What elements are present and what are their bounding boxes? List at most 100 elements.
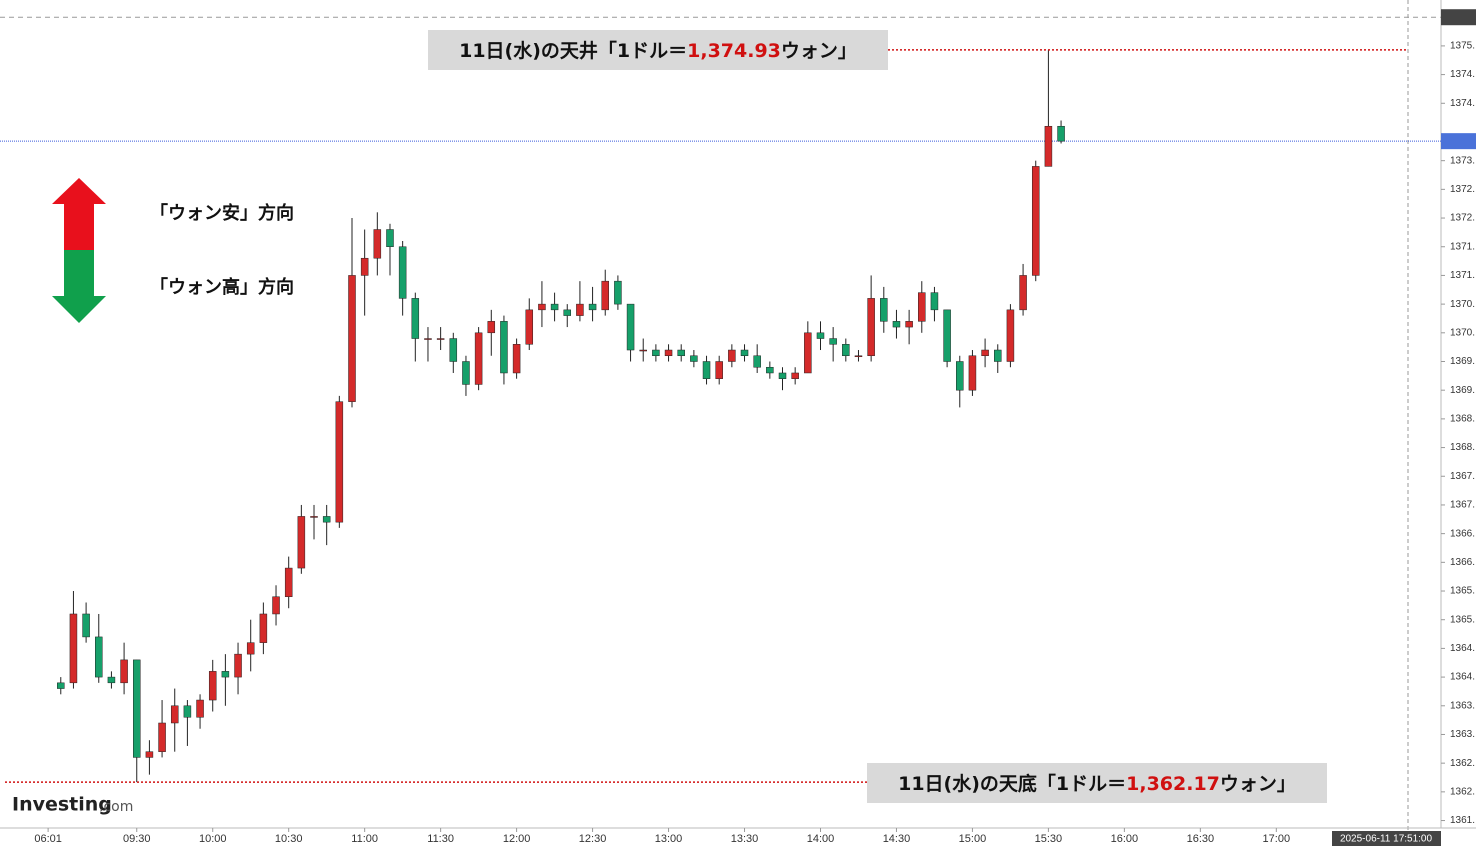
candle-body bbox=[639, 349, 647, 352]
annotation-text-before: 11日(水)の天底「1ドル＝ bbox=[898, 772, 1126, 795]
annotation-text-after: ウォン」 bbox=[1220, 773, 1296, 795]
logo: Investing .com bbox=[12, 794, 133, 816]
candle-body bbox=[563, 309, 572, 316]
y-tick-label: 1370. bbox=[1450, 299, 1475, 310]
y-tick-label: 1375. bbox=[1450, 41, 1475, 52]
y-tick-label: 1369. bbox=[1450, 385, 1475, 396]
x-tick-label: 06:01 bbox=[34, 833, 62, 845]
x-tick-label: 14:00 bbox=[807, 833, 835, 845]
x-tick-label: 10:30 bbox=[275, 833, 303, 845]
candle-body bbox=[918, 292, 926, 322]
y-tick-label: 1366. bbox=[1450, 528, 1475, 539]
candle-body bbox=[981, 349, 989, 357]
candle-body bbox=[728, 349, 736, 362]
candle-body bbox=[652, 349, 660, 357]
candle-body bbox=[360, 257, 369, 276]
annotation-value-label: 1,374.93 bbox=[687, 40, 781, 62]
candle-body bbox=[449, 338, 458, 362]
candle-body bbox=[348, 275, 356, 402]
candle-body bbox=[538, 303, 546, 311]
annotation-text: 11日(水)の天井「1ドル＝1,374.93ウォン」 bbox=[459, 39, 857, 62]
candle-body bbox=[474, 332, 483, 385]
top-marker-box bbox=[1441, 9, 1476, 26]
x-tick-label: 14:30 bbox=[883, 833, 911, 845]
candle-body bbox=[740, 349, 749, 357]
candle-body bbox=[411, 298, 420, 339]
y-tick-label: 1368. bbox=[1450, 414, 1475, 425]
timestamp-box bbox=[1332, 831, 1441, 846]
candle-body bbox=[107, 676, 116, 684]
y-tick-label: 1366. bbox=[1450, 557, 1475, 568]
annotation-box bbox=[867, 763, 1327, 803]
x-tick-label: 16:30 bbox=[1187, 833, 1215, 845]
candle-body bbox=[690, 355, 698, 362]
candle-body bbox=[550, 303, 559, 311]
x-tick-label: 13:00 bbox=[655, 833, 683, 845]
current-price-box bbox=[1441, 133, 1476, 150]
y-tick-label: 1367. bbox=[1450, 471, 1475, 482]
candle-body bbox=[626, 303, 635, 351]
candle-body bbox=[943, 309, 951, 362]
y-tick-label: 1364. bbox=[1450, 672, 1475, 683]
candle-body bbox=[1006, 309, 1015, 362]
y-tick-label: 1363. bbox=[1450, 700, 1475, 711]
legend-down-text: 「ウォン高」方向 bbox=[150, 276, 294, 298]
candle-body bbox=[424, 338, 432, 340]
candle-body bbox=[778, 372, 787, 379]
candle-body bbox=[930, 292, 939, 311]
timestamp: 2025-06-11 17:51:00 bbox=[1340, 834, 1433, 845]
x-tick-label: 16:00 bbox=[1111, 833, 1139, 845]
candle-body bbox=[715, 361, 723, 379]
candle-body bbox=[246, 642, 255, 655]
y-tick-label: 1374. bbox=[1450, 98, 1475, 109]
candle-body bbox=[69, 613, 78, 684]
y-tick-label: 1368. bbox=[1450, 442, 1475, 453]
direction-legend: 「ウォン安」方向 「ウォン高」方向 bbox=[52, 178, 294, 323]
candle-body bbox=[816, 332, 825, 339]
candle-body bbox=[601, 280, 609, 311]
candle-body bbox=[386, 229, 394, 247]
annotation-box bbox=[428, 30, 888, 70]
x-tick-label: 09:30 bbox=[123, 833, 151, 845]
x-tick-label: 15:30 bbox=[1035, 833, 1063, 845]
candle-body bbox=[525, 309, 534, 345]
y-axis-labels: 1361. 1362. 1362. 1363. 1363. 1364. 1364. 1365.… bbox=[1448, 12, 1475, 826]
candle-body bbox=[398, 246, 407, 299]
x-tick-label: 13:30 bbox=[731, 833, 759, 845]
candle-body bbox=[804, 332, 812, 374]
x-tick-label: 11:00 bbox=[351, 833, 378, 845]
candle-body bbox=[272, 596, 280, 615]
candle-body bbox=[956, 361, 964, 391]
y-tick-label: 1362. bbox=[1450, 758, 1475, 769]
up-arrow bbox=[52, 178, 106, 250]
x-tick-label: 17:00 bbox=[1263, 833, 1291, 845]
candle-body bbox=[234, 653, 242, 678]
candle-body bbox=[500, 321, 508, 374]
candle-body bbox=[766, 366, 774, 374]
logo-suffix: .com bbox=[99, 799, 133, 815]
candle-body bbox=[854, 355, 863, 358]
legend-up-text: 「ウォン安」方向 bbox=[150, 202, 294, 224]
y-tick-label: 1364. bbox=[1450, 643, 1475, 654]
candle-body bbox=[1019, 275, 1027, 311]
candle-body bbox=[170, 705, 179, 724]
candle-body bbox=[373, 229, 382, 259]
candle-body bbox=[512, 344, 521, 374]
candle-body bbox=[791, 372, 799, 379]
candle-body bbox=[614, 280, 622, 305]
x-tick-label: 15:00 bbox=[959, 833, 987, 845]
candle-body bbox=[677, 349, 685, 357]
candle-body bbox=[322, 516, 331, 523]
candle-body bbox=[335, 401, 344, 523]
candle-body bbox=[842, 344, 850, 357]
y-tick-label: 1371. bbox=[1450, 270, 1475, 281]
y-tick-label: 1362. bbox=[1450, 786, 1475, 797]
candle-body bbox=[82, 613, 90, 638]
candle-body bbox=[310, 516, 318, 518]
candle-body bbox=[259, 613, 268, 643]
annotation-value-label: 1,362.17 bbox=[1126, 773, 1220, 795]
candle-body bbox=[994, 349, 1002, 362]
x-tick-label: 11:30 bbox=[427, 833, 454, 845]
candle-body bbox=[208, 671, 217, 701]
